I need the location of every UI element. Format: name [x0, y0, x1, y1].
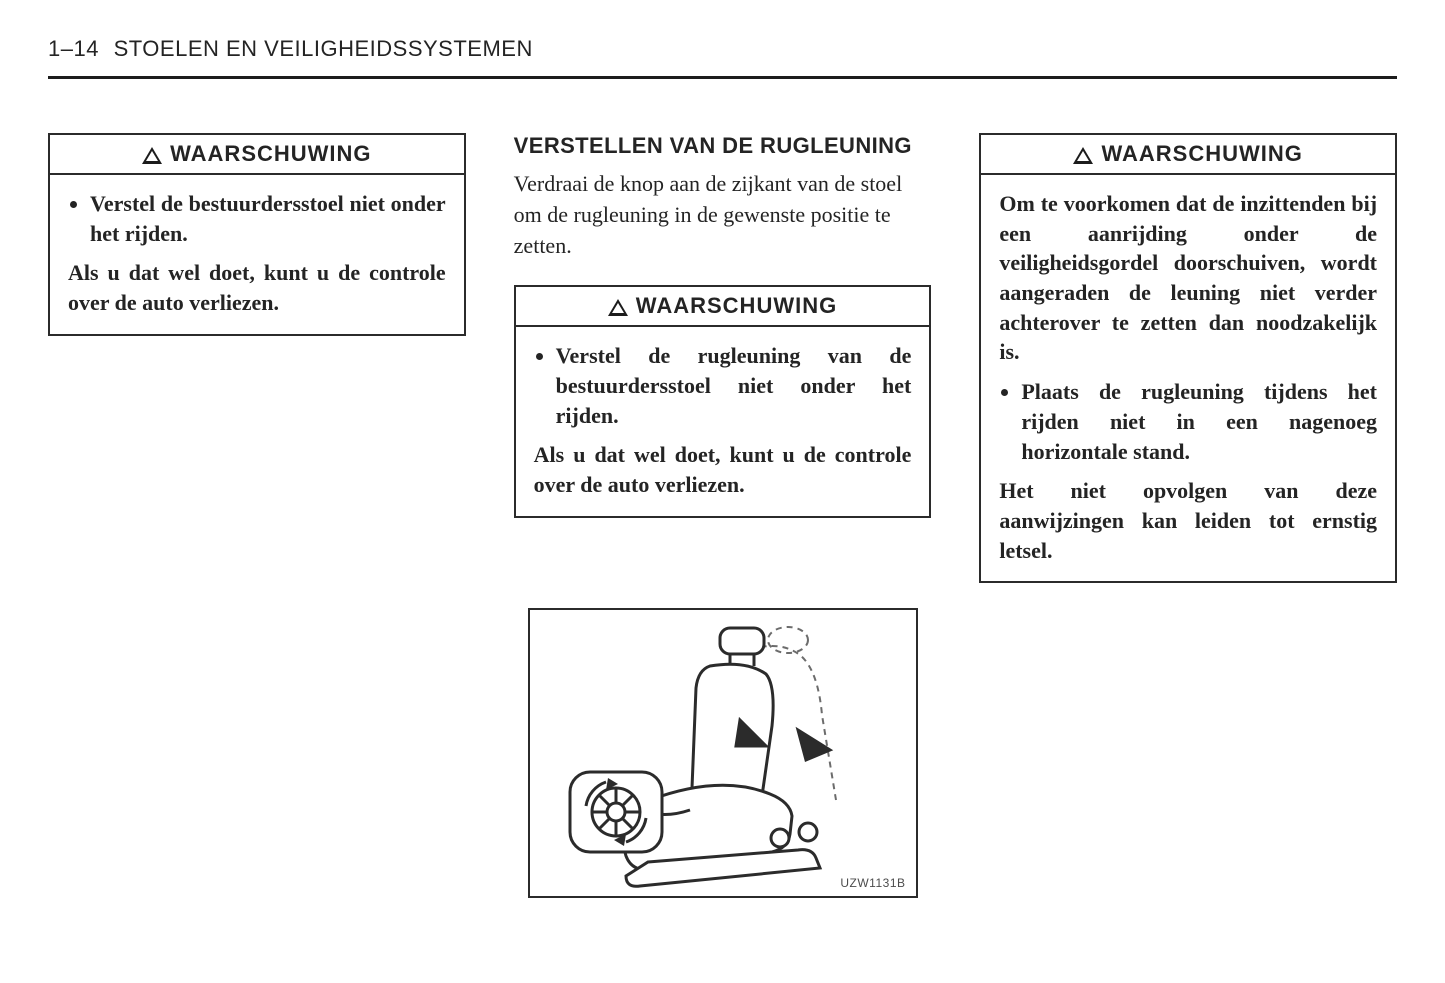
- warning-bullet: Verstel de rugleuning van de bestuurders…: [556, 341, 912, 430]
- warning-body: Om te voorkomen dat de inzittenden bij e…: [981, 175, 1395, 581]
- warning-paragraph: Als u dat wel doet, kunt u de controle o…: [534, 440, 912, 499]
- warning-header: WAARSCHUWING: [516, 287, 930, 327]
- warning-paragraph: Het niet opvolgen van deze aanwijzingen …: [999, 476, 1377, 565]
- page-number: 1–14: [48, 36, 99, 61]
- warning-box-left: WAARSCHUWING Verstel de bestuurdersstoel…: [48, 133, 466, 336]
- warning-body: Verstel de rugleuning van de bestuurders…: [516, 327, 930, 515]
- figure-wrap: UZW1131B: [514, 608, 932, 898]
- column-left: WAARSCHUWING Verstel de bestuurdersstoel…: [48, 133, 466, 898]
- warning-lead: Om te voorkomen dat de inzittenden bij e…: [999, 189, 1377, 367]
- warning-label: WAARSCHUWING: [170, 141, 371, 167]
- warning-bullet: Verstel de bestuurdersstoel niet onder h…: [90, 189, 446, 248]
- column-container: WAARSCHUWING Verstel de bestuurdersstoel…: [48, 133, 1397, 898]
- intro-paragraph: Verdraai de knop aan de zijkant van de s…: [514, 169, 932, 261]
- warning-triangle-icon: [608, 299, 628, 316]
- warning-box-center: WAARSCHUWING Verstel de rugleuning van d…: [514, 285, 932, 517]
- warning-label: WAARSCHUWING: [636, 293, 837, 319]
- warning-triangle-icon: [142, 147, 162, 164]
- warning-label: WAARSCHUWING: [1101, 141, 1302, 167]
- warning-triangle-icon: [1073, 147, 1093, 164]
- warning-bullet: Plaats de rugleuning tijdens het rijden …: [1021, 377, 1377, 466]
- warning-header: WAARSCHUWING: [981, 135, 1395, 175]
- header-rule: [48, 76, 1397, 79]
- seat-figure: UZW1131B: [528, 608, 918, 898]
- subsection-heading: VERSTELLEN VAN DE RUGLEUNING: [514, 133, 932, 159]
- warning-paragraph: Als u dat wel doet, kunt u de controle o…: [68, 258, 446, 317]
- column-center: VERSTELLEN VAN DE RUGLEUNING Verdraai de…: [514, 133, 932, 898]
- figure-code: UZW1131B: [840, 876, 905, 890]
- column-right: WAARSCHUWING Om te voorkomen dat de inzi…: [979, 133, 1397, 898]
- warning-body: Verstel de bestuurdersstoel niet onder h…: [50, 175, 464, 334]
- running-head: 1–14 STOELEN EN VEILIGHEIDSSYSTEMEN: [48, 36, 1397, 70]
- section-title: STOELEN EN VEILIGHEIDSSYSTEMEN: [114, 36, 533, 61]
- warning-header: WAARSCHUWING: [50, 135, 464, 175]
- warning-box-right: WAARSCHUWING Om te voorkomen dat de inzi…: [979, 133, 1397, 583]
- manual-page: 1–14 STOELEN EN VEILIGHEIDSSYSTEMEN WAAR…: [0, 0, 1445, 898]
- seat-illustration-icon: [530, 610, 920, 900]
